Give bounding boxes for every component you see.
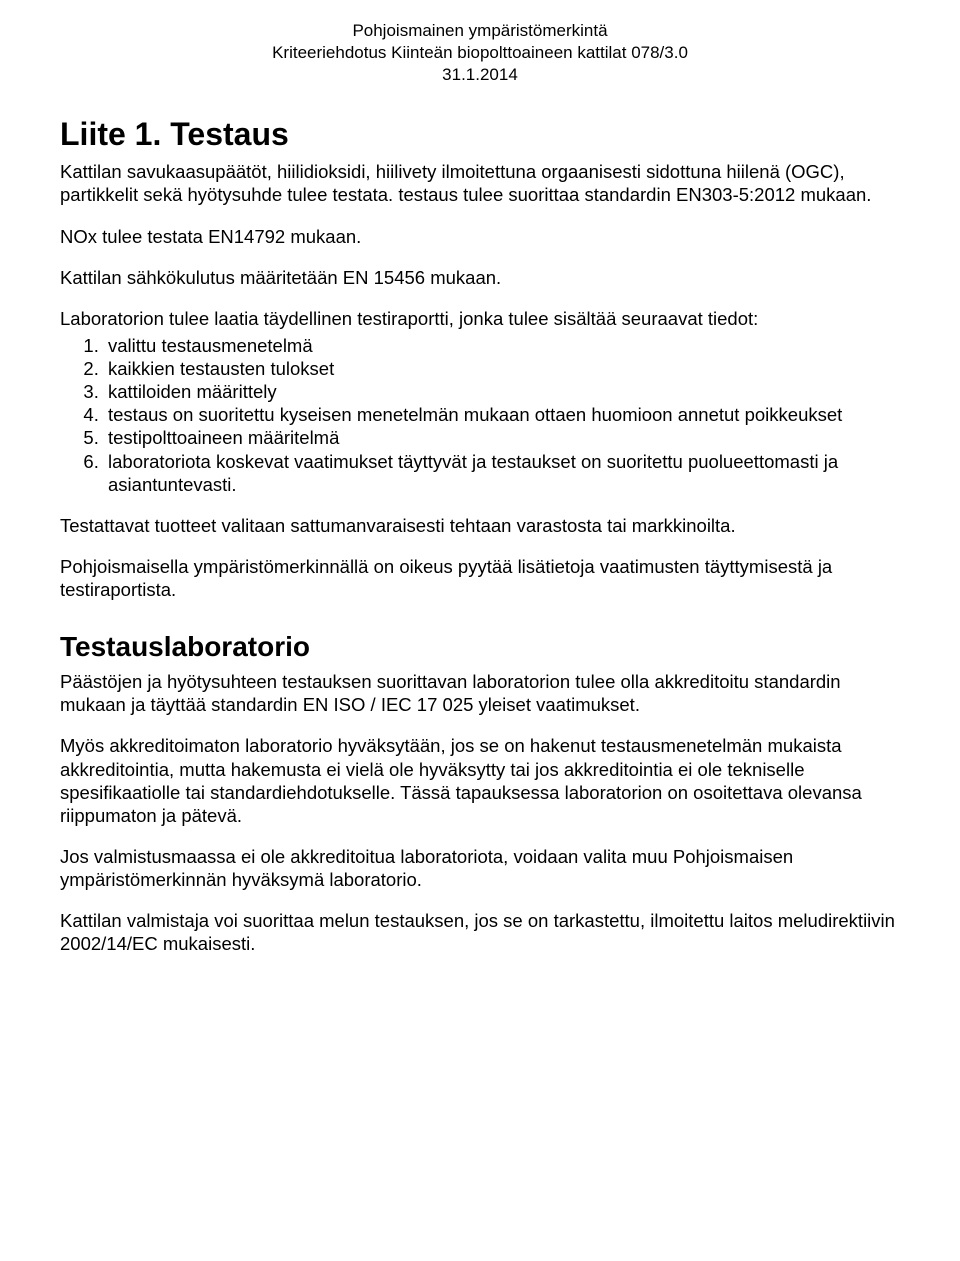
testattavat-paragraph: Testattavat tuotteet valitaan sattumanva…: [60, 514, 900, 537]
list-item: testaus on suoritettu kyseisen menetelmä…: [104, 403, 900, 426]
nox-paragraph: NOx tulee testata EN14792 mukaan.: [60, 225, 900, 248]
sahko-paragraph: Kattilan sähkökulutus määritetään EN 154…: [60, 266, 900, 289]
header-line-2: Kriteeriehdotus Kiinteän biopolttoaineen…: [60, 42, 900, 64]
pohjoismaisella-paragraph: Pohjoismaisella ympäristömerkinnällä on …: [60, 555, 900, 601]
paastojen-paragraph: Päästöjen ja hyötysuhteen testauksen suo…: [60, 670, 900, 716]
list-item: testipolttoaineen määritelmä: [104, 426, 900, 449]
jos-paragraph: Jos valmistusmaassa ei ole akkreditoitua…: [60, 845, 900, 891]
header-line-3: 31.1.2014: [60, 64, 900, 86]
section-title-testauslaboratorio: Testauslaboratorio: [60, 629, 900, 664]
intro-paragraph: Kattilan savukaasupäätöt, hiilidioksidi,…: [60, 160, 900, 206]
list-item: laboratoriota koskevat vaatimukset täytt…: [104, 450, 900, 496]
requirement-list: valittu testausmenetelmä kaikkien testau…: [60, 334, 900, 496]
list-item: valittu testausmenetelmä: [104, 334, 900, 357]
list-item: kaikkien testausten tulokset: [104, 357, 900, 380]
page-title: Liite 1. Testaus: [60, 114, 900, 154]
lab-intro-paragraph: Laboratorion tulee laatia täydellinen te…: [60, 307, 900, 330]
page-header: Pohjoismainen ympäristömerkintä Kriteeri…: [60, 20, 900, 86]
document-page: Pohjoismainen ympäristömerkintä Kriteeri…: [0, 0, 960, 1261]
header-line-1: Pohjoismainen ympäristömerkintä: [60, 20, 900, 42]
list-item: kattiloiden määrittely: [104, 380, 900, 403]
kattilan-paragraph: Kattilan valmistaja voi suorittaa melun …: [60, 909, 900, 955]
myos-paragraph: Myös akkreditoimaton laboratorio hyväksy…: [60, 734, 900, 827]
